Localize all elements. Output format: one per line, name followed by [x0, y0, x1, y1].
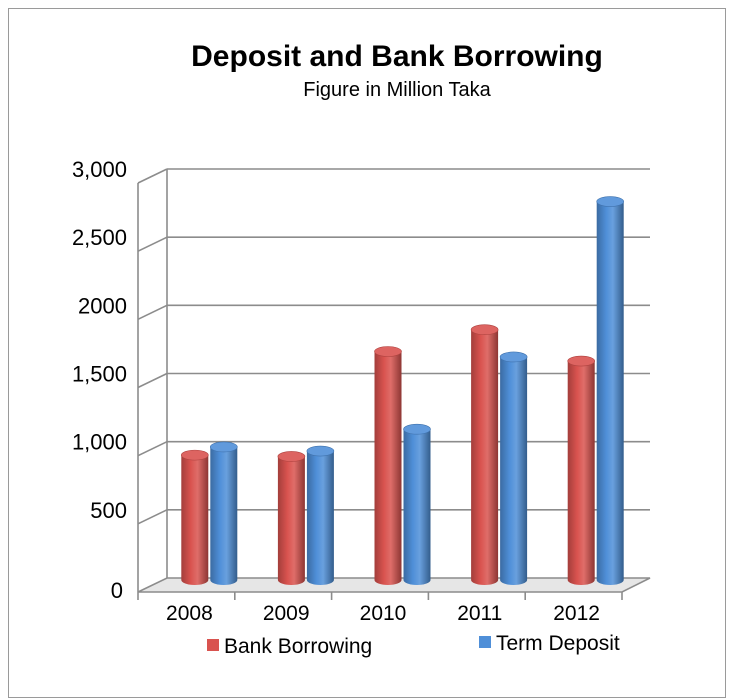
x-tick-label: 2011	[457, 602, 502, 625]
chart-title: Deposit and Bank Borrowing	[191, 40, 603, 73]
legend-swatch	[207, 639, 219, 651]
bar-body	[567, 361, 595, 585]
y-tick-label: 3,000	[72, 157, 127, 182]
legend-label: Bank Borrowing	[224, 635, 372, 658]
bar-top	[374, 346, 402, 357]
y-tick-label: 500	[90, 498, 127, 523]
bar-bank-borrowing-2012	[567, 355, 596, 585]
bar-term-deposit-2012	[596, 196, 625, 586]
legend-swatch	[479, 636, 491, 648]
bar-top	[596, 196, 625, 207]
bar-body	[374, 351, 402, 585]
bar-body	[403, 429, 431, 585]
gridline-depth	[137, 236, 168, 252]
bar-body	[210, 446, 238, 585]
bar-bank-borrowing-2011	[470, 324, 499, 585]
bars	[181, 196, 625, 586]
bar-body	[306, 451, 334, 585]
bar-body	[181, 455, 209, 585]
gridline-depth	[137, 304, 168, 321]
y-tick-label: 1,000	[72, 430, 127, 455]
bar-top	[499, 351, 528, 363]
bar-body	[500, 356, 528, 585]
bar-top	[210, 441, 238, 453]
legend-label: Term Deposit	[496, 632, 620, 655]
y-tick-label: 2000	[78, 293, 127, 318]
bar-term-deposit-2008	[210, 441, 238, 585]
x-tick-label: 2012	[553, 602, 600, 625]
bar-top	[181, 449, 209, 461]
bar-top	[403, 423, 431, 435]
y-tick-label: 1,500	[72, 362, 127, 387]
bar-bank-borrowing-2010	[374, 346, 402, 585]
gridline-depth	[137, 168, 168, 184]
y-tick-label: 0	[111, 578, 123, 603]
y-axis-ticks: 0 500 1,000 1,500 2000 2,500 3,000	[72, 157, 127, 603]
x-tick-label: 2008	[166, 602, 213, 625]
bar-top	[567, 355, 596, 367]
bar-term-deposit-2011	[499, 351, 528, 585]
bar-bank-borrowing-2008	[181, 449, 209, 585]
bar-body	[471, 329, 499, 585]
gridline-depth	[137, 509, 168, 525]
x-tick-label: 2009	[263, 602, 310, 625]
bar-top	[277, 451, 306, 462]
bar-top	[470, 324, 499, 335]
legend: Bank Borrowing Term Deposit	[207, 632, 620, 658]
bar-bank-borrowing-2009	[277, 451, 306, 585]
x-axis-ticks: 2008 2009 2010 2011 2012	[137, 592, 623, 625]
chart-subtitle: Figure in Million Taka	[303, 79, 491, 101]
x-tick-label: 2010	[360, 602, 407, 625]
bar-term-deposit-2010	[403, 423, 431, 585]
y-tick-label: 2,500	[72, 225, 127, 250]
bar-body	[277, 456, 305, 585]
bar-top	[306, 445, 335, 457]
bar-body	[596, 201, 624, 586]
gridline-depth	[137, 440, 168, 457]
bar-term-deposit-2009	[306, 445, 335, 585]
gridline-depth	[137, 372, 168, 389]
